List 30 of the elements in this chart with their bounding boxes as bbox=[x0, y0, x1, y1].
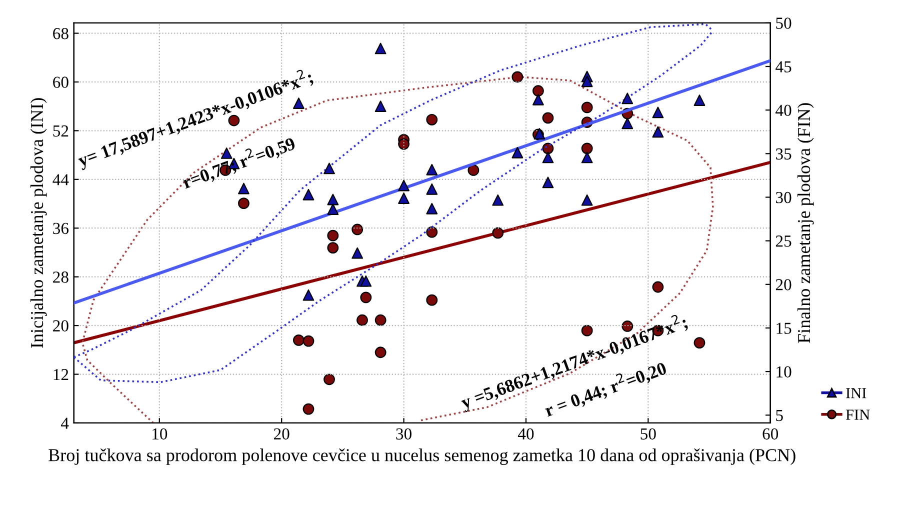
y-tick-label: 52 bbox=[53, 125, 68, 137]
y2-tick-label: 25 bbox=[776, 236, 792, 247]
y2-tick-label: 50 bbox=[776, 18, 792, 29]
y2-tick-label: 15 bbox=[776, 322, 792, 334]
y2-tick-label: 5 bbox=[776, 410, 783, 422]
x-tick-label: 10 bbox=[152, 428, 168, 440]
y-tick-label: 36 bbox=[53, 222, 69, 234]
y2-tick-label: 35 bbox=[776, 148, 792, 160]
y2-tick-label: 40 bbox=[776, 104, 792, 116]
x-tick-label: 60 bbox=[762, 428, 778, 440]
y2-axis-title: Finalno zametanje plodova (FIN) bbox=[797, 103, 814, 344]
y2-tick-label: 20 bbox=[776, 279, 792, 290]
legend-label: INI bbox=[846, 388, 866, 398]
y2-tick-label: 45 bbox=[776, 61, 792, 72]
y-tick-label: 28 bbox=[53, 272, 68, 283]
y2-tick-label: 10 bbox=[776, 366, 792, 378]
x-tick-label: 40 bbox=[518, 428, 534, 440]
legend-label: FIN bbox=[846, 410, 870, 420]
x-tick-label: 50 bbox=[640, 428, 656, 440]
y-tick-label: 44 bbox=[52, 174, 69, 186]
y-tick-label: 12 bbox=[54, 369, 68, 380]
y-tick-label: 20 bbox=[53, 320, 68, 332]
x-tick-label: 30 bbox=[396, 428, 412, 440]
y-axis-title: Inicijalno zametanje plodova (INI) bbox=[30, 98, 47, 348]
y-tick-label: 60 bbox=[53, 76, 68, 88]
y-tick-label: 68 bbox=[53, 28, 68, 40]
x-axis-title: Broj tučkova sa prodorom polenove cevčice u nucelus semenog zametka 10 dana od oprašivanja (PCN) bbox=[48, 448, 796, 465]
y2-tick-label: 30 bbox=[776, 192, 792, 204]
y-tick-label: 4 bbox=[61, 418, 69, 429]
x-tick-label: 20 bbox=[274, 428, 290, 440]
